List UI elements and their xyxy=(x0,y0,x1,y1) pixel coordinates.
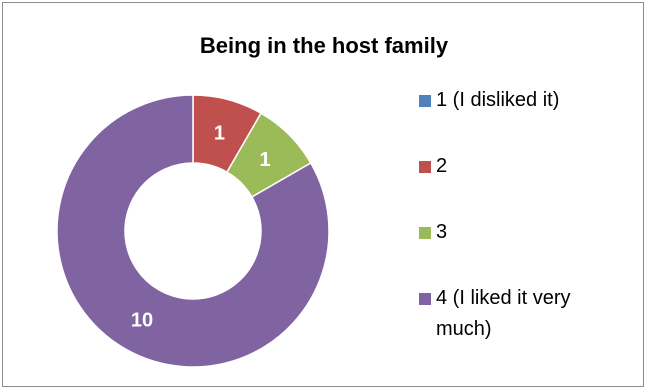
donut-slice-4 xyxy=(56,94,330,368)
donut-chart: 1 1 10 xyxy=(56,94,330,368)
legend-label-4: 4 (I liked it very much) xyxy=(436,287,571,340)
donut-slices xyxy=(56,94,330,368)
donut-data-labels: 1 1 10 xyxy=(131,122,271,331)
legend-item-1: 1 (I disliked it) xyxy=(419,85,621,116)
legend-item-3: 3 xyxy=(419,217,621,248)
legend-item-2: 2 xyxy=(419,151,621,182)
legend-label-3: 3 xyxy=(436,221,448,243)
donut-data-label-2: 1 xyxy=(214,122,225,144)
donut-data-label-3: 1 xyxy=(260,149,271,171)
donut-data-label-4: 10 xyxy=(131,309,153,331)
chart-title: Being in the host family xyxy=(199,33,449,58)
legend-label-1: 1 (I disliked it) xyxy=(436,89,560,111)
legend-swatch-3 xyxy=(419,227,431,239)
legend-item-4: 4 (I liked it very much) xyxy=(419,283,621,345)
legend-swatch-4 xyxy=(419,293,431,305)
legend-label-2: 2 xyxy=(436,155,448,177)
chart-frame: Being in the host family 1 1 10 1 (I disli… xyxy=(2,2,644,387)
legend-swatch-2 xyxy=(419,161,431,173)
legend-swatch-1 xyxy=(419,95,431,107)
